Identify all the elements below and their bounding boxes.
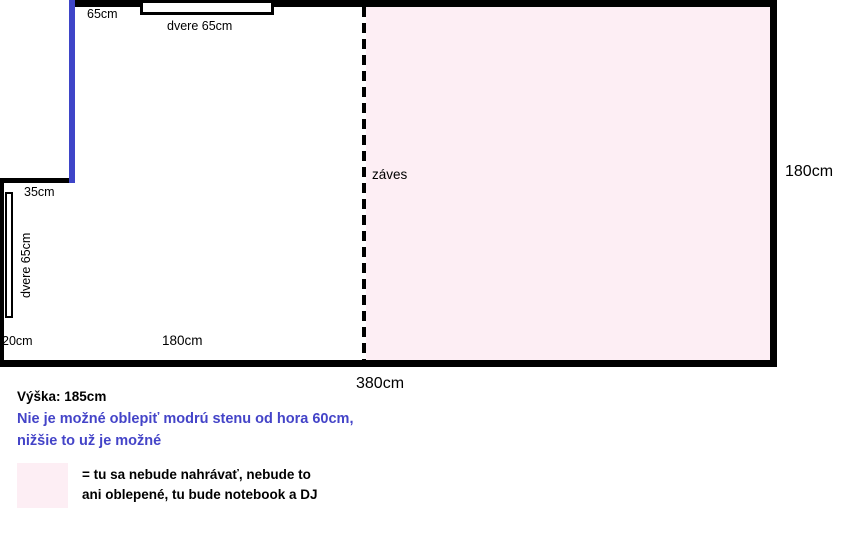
no-recording-area — [366, 7, 770, 360]
left-offset-top-label: 35cm — [24, 185, 55, 199]
left-wall — [0, 178, 4, 367]
left-door-opening — [5, 192, 13, 318]
right-height-label: 180cm — [785, 163, 834, 180]
top-door-label: dvere 65cm — [167, 19, 233, 33]
left-offset-bottom-label: 20cm — [2, 334, 33, 348]
top-door-offset-label: 65cm — [87, 7, 118, 21]
blue-wall-note-line2: nižšie to už je možné — [17, 433, 162, 449]
legend-note-line1: = tu sa nebude nahrávať, nebude to — [82, 467, 311, 482]
curtain-dashed-line — [362, 7, 366, 360]
blue-wall — [69, 0, 75, 183]
right-wall — [770, 0, 777, 367]
left-door-label: dvere 65cm — [19, 232, 33, 298]
top-door-opening — [140, 0, 274, 15]
blue-wall-note-line1: Nie je možné oblepiť modrú stenu od hora… — [17, 411, 354, 427]
bottom-wall — [0, 360, 777, 367]
legend-note-line2: ani oblepené, tu bude notebook a DJ — [82, 487, 318, 502]
curtain-label: záves — [372, 167, 408, 182]
top-wall — [75, 0, 777, 7]
legend-swatch — [17, 463, 68, 508]
bottom-left-width-label: 180cm — [162, 333, 203, 348]
total-width-label: 380cm — [356, 375, 405, 392]
height-note: Výška: 185cm — [17, 389, 107, 404]
step-wall — [0, 178, 75, 183]
